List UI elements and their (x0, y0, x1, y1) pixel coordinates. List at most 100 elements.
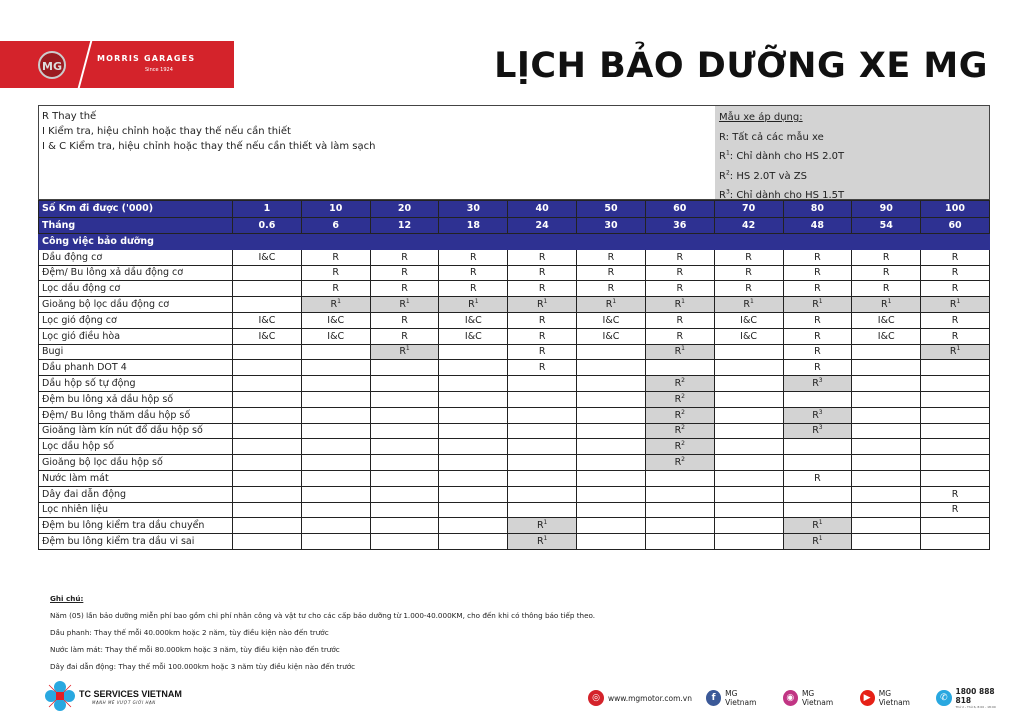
instagram-icon: ◉ (782, 690, 798, 706)
hotline[interactable]: ✆ 1800 888 818 Thứ 2 - Thứ 6, 8:00 - 18:00 (936, 687, 1010, 709)
schedule-cell (300, 469, 371, 487)
note-line: Nước làm mát: Thay thế mỗi 80.000km hoặc… (50, 645, 340, 654)
model-sup: 1 (725, 149, 730, 157)
model-text: : Chỉ dành cho HS 2.0T (729, 151, 845, 162)
schedule-cell: R2 (644, 390, 715, 408)
schedule-cell: R1 (713, 296, 784, 313)
table-row: Đệm bu lông xả dầu hộp số R2 (38, 390, 990, 408)
schedule-cell: R (851, 264, 922, 282)
website-link[interactable]: ◎ www.mgmotor.com.vn (588, 690, 692, 706)
schedule-cell (438, 390, 509, 408)
facebook-link[interactable]: f MG Vietnam (705, 689, 769, 707)
legend-box: R Thay thế I Kiểm tra, hiệu chỉnh hoặc t… (38, 105, 990, 201)
schedule-cell: R (782, 359, 853, 377)
schedule-cell: R (507, 327, 578, 345)
schedule-cell: R1 (507, 533, 578, 550)
instagram-text: MG Vietnam (801, 689, 834, 707)
schedule-cell (232, 422, 302, 440)
schedule-cell (300, 359, 371, 377)
month-header-row-cell: 36 (644, 216, 715, 234)
contact-bar: ◎ www.mgmotor.com.vn f MG Vietnam ◉ MG Viet… (588, 687, 1024, 709)
schedule-cell (920, 454, 990, 471)
schedule-cell (713, 501, 784, 519)
facebook-text: MG Vietnam (725, 689, 757, 707)
table-row: Gioăng bộ lọc dầu động cơ R1 R1 R1 R1 R1 R1 R1 R… (38, 296, 990, 313)
table-row: Lọc dầu hộp số R2 (38, 438, 990, 456)
schedule-cell: R (782, 248, 853, 266)
schedule-cell (300, 422, 371, 440)
schedule-cell (713, 438, 784, 456)
table-row: Gioăng làm kín nút đổ dầu hộp số R2 R3 (38, 422, 990, 440)
banner-divider (77, 41, 93, 88)
schedule-cell (713, 406, 784, 424)
schedule-cell (851, 343, 922, 361)
schedule-cell: R1 (782, 517, 853, 535)
schedule-cell: R1 (438, 296, 509, 313)
month-header-row-cell: 48 (782, 216, 853, 234)
schedule-cell (576, 454, 646, 471)
model-line: R: Tất cả các mẫu xe (719, 128, 985, 148)
table-row: Đệm bu lông kiểm tra dầu vi sai R1 R1 (38, 533, 990, 550)
schedule-cell: R2 (644, 406, 715, 424)
schedule-cell (851, 501, 922, 519)
schedule-cell (851, 485, 922, 503)
schedule-cell: R2 (644, 375, 715, 392)
task-name: Dầu hộp số tự động (38, 375, 233, 392)
schedule-cell: R1 (782, 296, 853, 313)
legend-line: I & C Kiểm tra, hiệu chỉnh hoặc thay thế… (42, 141, 376, 152)
schedule-cell (232, 469, 302, 487)
mg-logo-icon: MG (38, 51, 66, 79)
facebook-icon: f (705, 690, 722, 706)
table-row: Đệm bu lông kiểm tra dầu chuyển R1 R1 (38, 517, 990, 535)
schedule-cell (713, 390, 784, 408)
schedule-cell (369, 375, 440, 392)
schedule-cell (920, 469, 990, 487)
section-row: Công việc bảo dưỡng (38, 233, 990, 250)
task-name: Lọc dầu động cơ (38, 280, 233, 298)
hotline-hours: Thứ 2 - Thứ 6, 8:00 - 18:00 (955, 705, 996, 709)
schedule-cell (507, 422, 578, 440)
schedule-cell (851, 517, 922, 535)
schedule-cell (576, 359, 646, 377)
schedule-cell (232, 296, 302, 313)
schedule-cell (851, 390, 922, 408)
schedule-cell (438, 406, 509, 424)
instagram-link[interactable]: ◉ MG Vietnam (782, 689, 846, 707)
schedule-cell (369, 501, 440, 519)
month-header-row-cell: 6 (300, 216, 371, 234)
schedule-cell (300, 390, 371, 408)
schedule-cell (920, 375, 990, 392)
month-header-row: Tháng 0.6 6 12 18 24 30 36 42 48 54 60 (38, 216, 990, 234)
km-header-row: Số Km đi được ('000) 1 10 20 30 40 50 60 70 80 90 1… (38, 200, 990, 218)
schedule-cell (232, 454, 302, 471)
schedule-cell (644, 517, 715, 535)
schedule-cell: R (920, 280, 990, 298)
schedule-cell: R (300, 264, 371, 282)
schedule-cell: R (782, 469, 853, 487)
table-row: Dầu phanh DOT 4 R R (38, 359, 990, 377)
youtube-link[interactable]: ▶ MG Vietnam (859, 689, 923, 707)
hotline-block: 1800 888 818 Thứ 2 - Thứ 6, 8:00 - 18:00 (956, 687, 1011, 709)
schedule-cell: I&C (576, 311, 646, 329)
schedule-cell (507, 438, 578, 456)
schedule-cell (369, 469, 440, 487)
note-line: Dây đai dẫn động: Thay thế mỗi 100.000km… (50, 662, 356, 671)
schedule-cell: I&C (713, 311, 784, 329)
model-text: : Chỉ dành cho HS 1.5T (729, 190, 845, 201)
table-row: Dầu động cơ I&C R R R R R R R R R R (38, 248, 990, 266)
schedule-cell (300, 485, 371, 503)
task-name: Nước làm mát (38, 469, 233, 487)
schedule-cell: R (920, 248, 990, 266)
task-name: Dầu phanh DOT 4 (38, 359, 233, 377)
schedule-cell: R (713, 264, 784, 282)
task-name: Lọc dầu hộp số (38, 438, 233, 456)
task-name: Bugi (38, 343, 233, 361)
schedule-cell (507, 406, 578, 424)
schedule-cell (438, 533, 509, 550)
schedule-cell: I&C (232, 311, 302, 329)
schedule-cell: R1 (920, 296, 990, 313)
schedule-cell (300, 533, 371, 550)
schedule-cell (438, 469, 509, 487)
applicable-models: Mẫu xe áp dụng: R: Tất cả các mẫu xe R1:… (715, 106, 989, 201)
schedule-cell (369, 390, 440, 408)
